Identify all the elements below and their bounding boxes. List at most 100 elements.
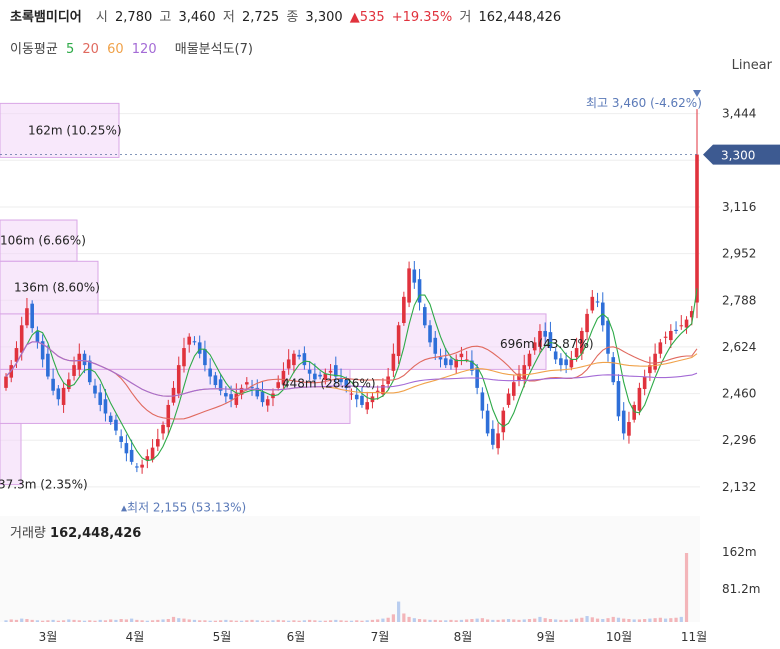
candle-body	[108, 415, 113, 423]
volume-bar	[370, 619, 375, 622]
candle	[124, 434, 129, 462]
candle-body	[339, 378, 343, 383]
volume-bar	[391, 614, 395, 622]
candle	[669, 324, 673, 349]
volume-bar	[98, 619, 102, 622]
volume-bar	[119, 619, 123, 622]
candle	[637, 382, 642, 416]
price-tick-label: 2,460	[722, 387, 756, 401]
candle-body	[323, 373, 328, 380]
volume-bar	[496, 619, 500, 622]
candle-body	[25, 308, 29, 326]
volume-bar	[590, 617, 594, 622]
candle	[663, 331, 668, 345]
candle	[501, 407, 506, 441]
candle-body	[553, 351, 558, 360]
low-value: 2,725	[241, 10, 280, 25]
high-marker-icon	[693, 90, 701, 97]
volume-bar	[663, 618, 668, 622]
volume-bar	[82, 620, 87, 622]
candle	[386, 367, 390, 389]
volume-bar	[423, 619, 427, 622]
last-price-label: 3,300	[721, 149, 755, 163]
candle	[218, 374, 223, 396]
volume-bar	[554, 619, 558, 622]
high-value: 3,460	[178, 10, 216, 25]
candle	[46, 345, 50, 380]
candle-body	[689, 311, 694, 318]
x-tick-label: 10월	[606, 630, 632, 644]
last-price-tag	[703, 144, 780, 165]
candle	[339, 368, 343, 386]
candle	[433, 330, 438, 361]
candle-body	[627, 422, 631, 436]
ma120-label: 120	[131, 42, 157, 57]
candle-body	[35, 331, 40, 343]
x-tick-label: 3월	[39, 630, 58, 644]
ma-title: 이동평균	[10, 42, 58, 57]
candle	[250, 379, 254, 396]
candle	[559, 353, 563, 372]
stock-name: 초록뱀미디어	[10, 10, 82, 25]
candle	[292, 350, 296, 374]
candle-body	[56, 388, 61, 400]
volume-bar	[522, 619, 526, 622]
candle-body	[532, 342, 537, 351]
candle	[265, 395, 270, 412]
volume-bar	[93, 620, 97, 622]
candle	[532, 337, 537, 355]
volume-bar	[517, 619, 521, 622]
volume-panel-label: 거래량	[10, 526, 46, 541]
candle-body	[129, 449, 134, 462]
scale-mode-toggle[interactable]: Linear	[731, 58, 772, 73]
volume-bar	[25, 619, 29, 622]
x-tick-label: 8월	[454, 630, 473, 644]
candle-body	[349, 393, 354, 395]
volume-bar	[224, 619, 228, 622]
candle-body	[218, 379, 223, 391]
volume-bar	[20, 618, 24, 622]
volume-bar	[150, 620, 155, 622]
candle	[25, 297, 29, 329]
volume-bar	[161, 619, 165, 622]
candle-body	[365, 402, 370, 410]
volume-bar	[622, 618, 626, 622]
candle-body	[145, 456, 150, 461]
candle-body	[46, 353, 50, 377]
candle-body	[501, 410, 506, 433]
candle	[40, 334, 45, 368]
volume-bar	[72, 619, 76, 622]
volume-bar	[103, 620, 108, 622]
volume-bar	[355, 620, 359, 622]
candle	[569, 350, 574, 371]
price-tick-label: 3,444	[722, 107, 756, 121]
volume-bar	[669, 618, 673, 622]
candle	[470, 350, 474, 376]
volume-bar	[318, 620, 322, 622]
candle	[553, 348, 558, 364]
candle	[574, 337, 579, 362]
volume-bar	[679, 616, 683, 622]
candle	[213, 371, 218, 388]
candle-body	[527, 353, 532, 367]
price-tick-label: 2,624	[722, 340, 756, 354]
x-tick-label: 9월	[537, 630, 556, 644]
volume-bar	[585, 616, 589, 622]
volume-bar	[130, 618, 134, 622]
price-tick-label: 2,132	[722, 480, 756, 494]
volume-profile-bar	[0, 422, 22, 486]
candle-body	[412, 269, 417, 283]
candle-body	[161, 424, 165, 434]
volume-bar	[292, 620, 296, 622]
volume-bar	[365, 620, 369, 622]
candle	[176, 356, 181, 399]
candle-body	[396, 325, 401, 357]
indicator-legend[interactable]: 이동평균 5 20 60 120 매물분석도(7)	[10, 38, 257, 57]
candle-body	[642, 376, 647, 390]
candle-body	[391, 353, 396, 371]
candle	[480, 387, 485, 419]
candle	[318, 371, 322, 380]
candle	[600, 292, 605, 332]
volume-bar	[245, 620, 249, 622]
